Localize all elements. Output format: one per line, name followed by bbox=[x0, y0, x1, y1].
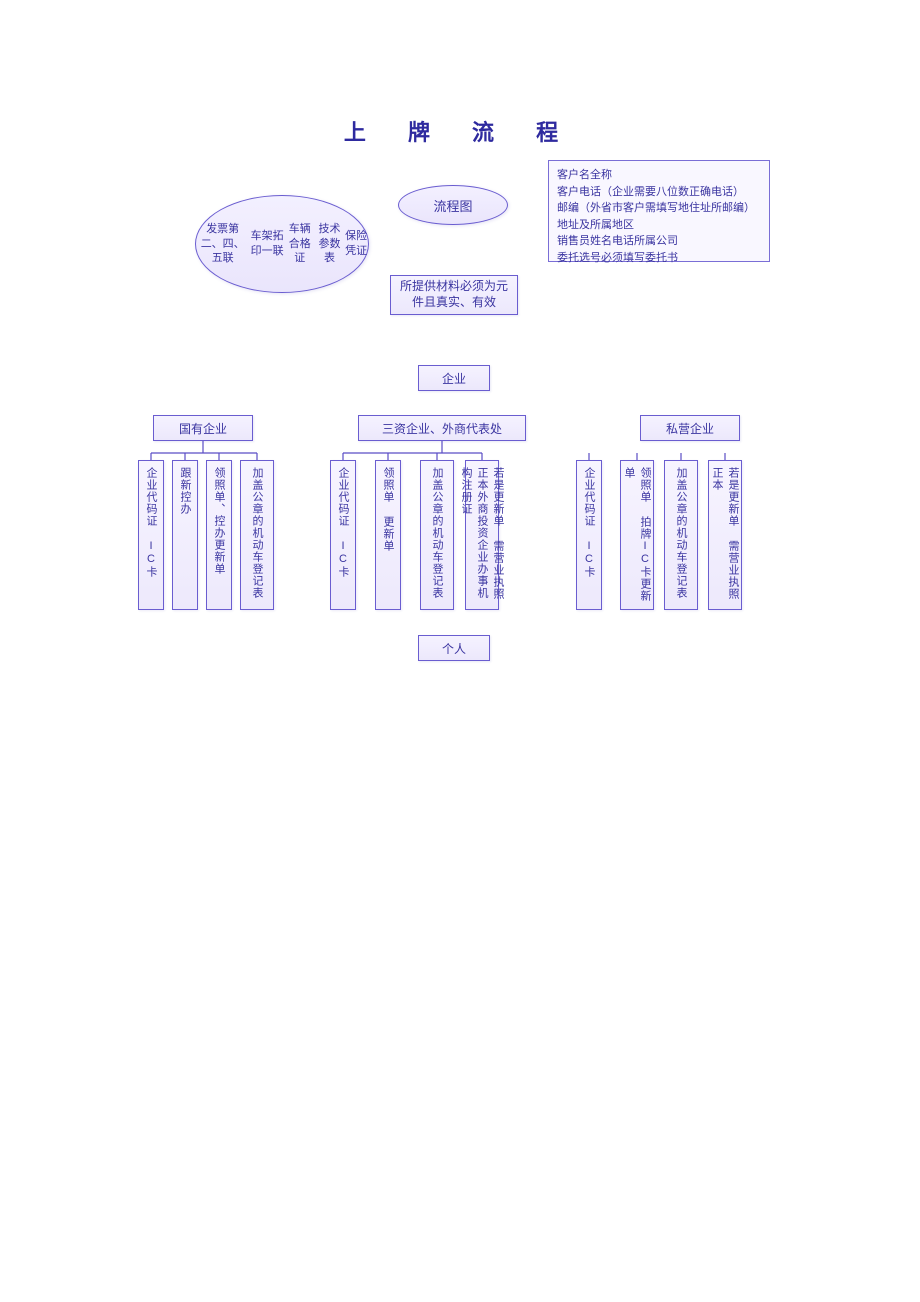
page-title: 上 牌 流 程 bbox=[0, 115, 920, 147]
personal-root: 个人 bbox=[418, 635, 490, 661]
enterprise-leaf: 领照单、控办更新单 bbox=[206, 460, 232, 610]
personal-label: 个人 bbox=[442, 640, 466, 657]
enterprise-leaf: 企业代码证 IC卡 bbox=[330, 460, 356, 610]
enterprise-leaf: 加盖公章的机动车登记表 bbox=[240, 460, 274, 610]
enterprise-leaf: 企业代码证 IC卡 bbox=[138, 460, 164, 610]
customer-info-box: 客户名全称客户电话（企业需要八位数正确电话）邮编（外省市客户需填写地住址所邮编）… bbox=[548, 160, 770, 262]
enterprise-leaf: 企业代码证 IC卡 bbox=[576, 460, 602, 610]
enterprise-group: 私营企业 bbox=[640, 415, 740, 441]
enterprise-leaf: 若是更新单 需营业执照 正本外商投资企业办事机构注册证 bbox=[465, 460, 499, 610]
flowchart-ellipse: 流程图 bbox=[398, 185, 508, 225]
enterprise-root: 企业 bbox=[418, 365, 490, 391]
flowchart-label: 流程图 bbox=[433, 196, 472, 215]
enterprise-leaf: 加盖公章的机动车登记表 bbox=[420, 460, 454, 610]
enterprise-leaf: 领照单 拍牌IC卡更新单 bbox=[620, 460, 654, 610]
enterprise-leaf: 跟新控办 bbox=[172, 460, 198, 610]
enterprise-label: 企业 bbox=[442, 370, 466, 387]
enterprise-group: 国有企业 bbox=[153, 415, 253, 441]
documents-ellipse: 发票第二、四、五联车架拓印一联车辆合格证技术参数表保险凭证 bbox=[195, 195, 369, 293]
enterprise-leaf: 领照单 更新单 bbox=[375, 460, 401, 610]
materials-box: 所提供材料必须为元 件且真实、有效 bbox=[390, 275, 518, 315]
enterprise-leaf: 加盖公章的机动车登记表 bbox=[664, 460, 698, 610]
enterprise-group: 三资企业、外商代表处 bbox=[358, 415, 526, 441]
enterprise-leaf: 若是更新单 需营业执照正本 bbox=[708, 460, 742, 610]
